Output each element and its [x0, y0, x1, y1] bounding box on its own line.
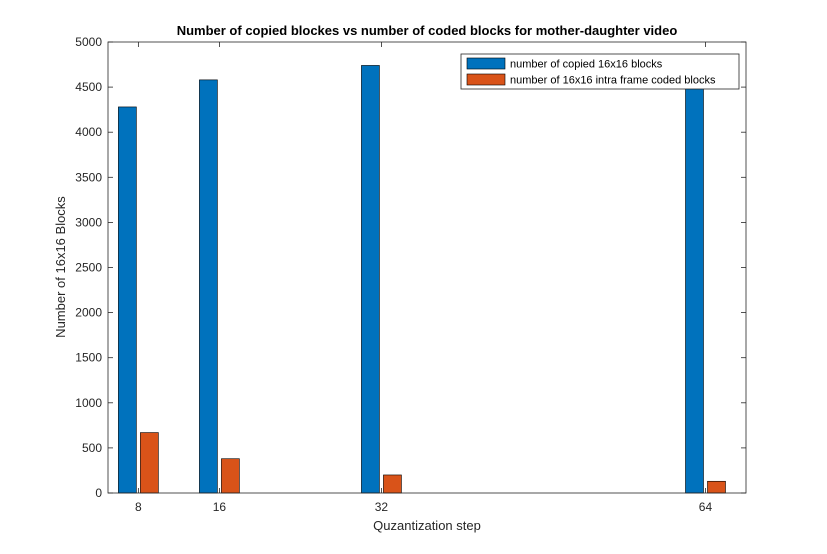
bars-layer [118, 65, 726, 494]
bar-copied-64 [685, 85, 704, 494]
y-axis-label: Number of 16x16 Blocks [53, 196, 68, 338]
legend: number of copied 16x16 blocks number of … [460, 53, 740, 90]
bar-intra-coded-16 [221, 458, 240, 494]
y-tick-label: 1000 [75, 396, 102, 410]
y-axis: 0 500 1000 1500 2000 2500 3000 3500 4000 4500 5000 [75, 35, 746, 500]
y-tick-label: 4000 [75, 125, 102, 139]
y-tick-label: 1500 [75, 351, 102, 365]
legend-swatch-intra-coded [466, 73, 506, 86]
y-tick-label: 5000 [75, 35, 102, 49]
y-tick-label: 0 [95, 486, 102, 500]
y-tick-label: 2000 [75, 306, 102, 320]
y-tick-label: 4500 [75, 80, 102, 94]
bar-intra-coded-32 [383, 474, 402, 494]
bar-copied-16 [199, 79, 218, 494]
bar-copied-8 [118, 106, 137, 494]
bar-copied-32 [361, 65, 380, 494]
x-axis-label: Quzantization step [373, 518, 481, 533]
y-tick-label: 2500 [75, 261, 102, 275]
x-tick-label: 32 [375, 500, 389, 514]
x-tick-label: 64 [699, 500, 713, 514]
y-tick-label: 3500 [75, 170, 102, 184]
legend-label-copied: number of copied 16x16 blocks [510, 59, 663, 71]
x-tick-label: 16 [213, 500, 227, 514]
legend-swatch-copied [466, 57, 506, 70]
bar-intra-coded-64 [707, 480, 726, 494]
chart-title: Number of copied blockes vs number of co… [177, 23, 678, 38]
x-axis: 8 16 32 64 [135, 42, 712, 514]
bar-intra-coded-8 [140, 432, 159, 494]
legend-label-intra-coded: number of 16x16 intra frame coded blocks [510, 75, 716, 87]
y-tick-label: 3000 [75, 215, 102, 229]
legend-box [460, 53, 740, 90]
y-tick-label: 500 [82, 441, 102, 455]
x-tick-label: 8 [135, 500, 142, 514]
